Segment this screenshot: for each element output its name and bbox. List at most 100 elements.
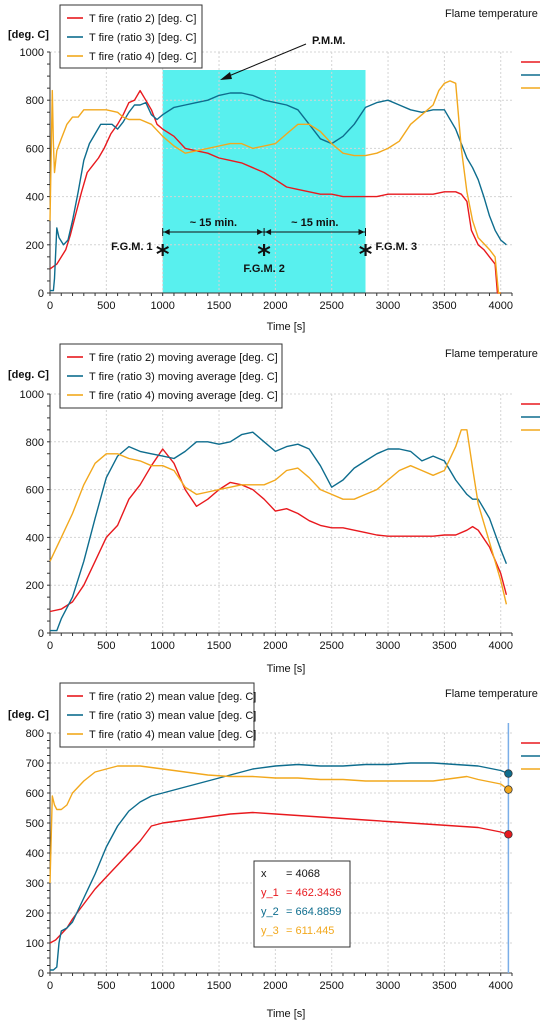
x-axis-label: Time [s] <box>267 663 306 675</box>
legend-entry-1: T fire (ratio 2) moving average [deg. C] <box>89 352 278 364</box>
y-tick-label: 400 <box>26 192 44 204</box>
pmm-label: P.M.M. <box>312 35 345 47</box>
x-tick-label: 2500 <box>319 300 343 312</box>
cursor-readout-box <box>253 860 351 948</box>
series-line-2 <box>50 92 507 292</box>
y-tick-label: 0 <box>38 628 44 640</box>
y-tick-label: 800 <box>26 95 44 107</box>
x-tick-label: 4000 <box>488 640 512 652</box>
x-tick-label: 1500 <box>207 300 231 312</box>
x-tick-label: 3000 <box>376 980 400 992</box>
interval-arrow <box>163 229 170 235</box>
legend: T fire (ratio 2) mean value [deg. C] T fi… <box>59 682 256 748</box>
y-tick-label: 200 <box>26 908 44 920</box>
x-tick-label: 3000 <box>376 640 400 652</box>
x-tick-label: 2500 <box>319 980 343 992</box>
legend-entry-2: T fire (ratio 3) moving average [deg. C] <box>89 371 278 383</box>
x-tick-label: 2000 <box>263 980 287 992</box>
annotations: P.M.M.~ 15 min. ~ 15 min.* * *F.G.M. 1F.G.M… <box>111 35 417 275</box>
chart-title: Flame temperature <box>445 348 538 360</box>
cursor-y3-value: = 611.445 <box>286 925 334 937</box>
x-tick-label: 3500 <box>432 980 456 992</box>
x-tick-label: 2000 <box>263 640 287 652</box>
pmm-arrow-line <box>223 43 307 79</box>
x-tick-label: 1000 <box>150 980 174 992</box>
legend-entry-3: T fire (ratio 4) moving average [deg. C] <box>89 390 278 402</box>
series-line-1 <box>49 811 509 944</box>
x-tick-label: 1500 <box>207 640 231 652</box>
legend-box <box>59 4 203 69</box>
x-axis-label: Time [s] <box>267 1008 306 1020</box>
cursor-x-label: x <box>261 868 267 880</box>
chart-1-flame-temperature: 0 200 400 600 800 1000 0 500 1000 1500 2000 2500 300… <box>8 4 540 333</box>
cursor-y3-label: y_3 <box>261 925 279 937</box>
y-tick-label: 600 <box>26 788 44 800</box>
y-tick-label: 100 <box>26 938 44 950</box>
y-tick-label: 1000 <box>20 47 44 59</box>
legend: T fire (ratio 2) moving average [deg. C]… <box>59 343 283 409</box>
x-tick-label: 3000 <box>376 300 400 312</box>
y-tick-label: 800 <box>26 728 44 740</box>
interval-label-1: ~ 15 min. <box>190 217 237 229</box>
fgm-star-1: * <box>156 240 170 270</box>
interval-arrow <box>358 229 365 235</box>
pmm-arrowhead <box>220 72 232 80</box>
x-tick-label: 0 <box>47 300 53 312</box>
y-axis-label: [deg. C] <box>8 29 49 41</box>
y-tick-label: 400 <box>26 532 44 544</box>
fgm2-label: F.G.M. 2 <box>243 263 285 275</box>
x-tick-label: 1000 <box>150 300 174 312</box>
cursor-x-value: = 4068 <box>286 868 320 880</box>
x-tick-label: 1500 <box>207 980 231 992</box>
x-tick-label: 500 <box>97 300 115 312</box>
y-tick-label: 0 <box>38 288 44 300</box>
x-tick-label: 3500 <box>432 640 456 652</box>
y-tick-label: 600 <box>26 485 44 497</box>
y-tick-label: 800 <box>26 437 44 449</box>
chart-2-flame-temperature-moving-average: 0 200 400 600 800 1000 0 500 1000 1500 2000 2500 300… <box>8 343 540 675</box>
cursor-point-1 <box>504 830 513 839</box>
legend: T fire (ratio 2) [deg. C] T fire (ratio 3… <box>59 4 203 69</box>
series-line-3 <box>49 765 509 884</box>
chart-3-flame-temperature-mean-value: 0 100 200 300 400 500 600 700 800 0 500 1000 1500 200… <box>8 682 540 1020</box>
y-tick-label: 200 <box>26 240 44 252</box>
legend-entry-3: T fire (ratio 4) [deg. C] <box>89 51 196 63</box>
y-tick-label: 600 <box>26 143 44 155</box>
series-line-2 <box>50 762 509 971</box>
x-tick-label: 0 <box>47 980 53 992</box>
y-tick-label: 200 <box>26 580 44 592</box>
cursor-point-2 <box>504 769 513 778</box>
series-line-1 <box>49 448 508 613</box>
x-tick-label: 2500 <box>319 640 343 652</box>
series-line-1 <box>49 89 501 294</box>
x-tick-label: 4000 <box>488 980 512 992</box>
y-axis-label: [deg. C] <box>8 369 49 381</box>
legend-entry-2: T fire (ratio 3) [deg. C] <box>89 32 196 44</box>
series-line-3 <box>49 80 501 294</box>
legend-box <box>59 343 283 409</box>
y-tick-label: 300 <box>26 878 44 890</box>
grid <box>49 393 512 634</box>
x-tick-label: 4000 <box>488 300 512 312</box>
y-tick-label: 1000 <box>20 389 44 401</box>
legend-entry-2: T fire (ratio 3) mean value [deg. C] <box>89 710 256 722</box>
y-tick-label: 400 <box>26 848 44 860</box>
y-axis-label: [deg. C] <box>8 709 49 721</box>
fgm3-label: F.G.M. 3 <box>376 241 418 253</box>
interval-label-2: ~ 15 min. <box>291 217 338 229</box>
x-tick-label: 2000 <box>263 300 287 312</box>
cursor-y2-label: y_2 <box>261 906 279 918</box>
x-tick-label: 1000 <box>150 640 174 652</box>
interval-arrow <box>257 229 264 235</box>
legend-entry-1: T fire (ratio 2) [deg. C] <box>89 13 196 25</box>
x-tick-label: 0 <box>47 640 53 652</box>
legend-entry-1: T fire (ratio 2) mean value [deg. C] <box>89 691 256 703</box>
legend-box <box>59 682 255 748</box>
chart-title: Flame temperature <box>445 688 538 700</box>
cursor-point-3 <box>504 785 513 794</box>
y-tick-label: 500 <box>26 818 44 830</box>
y-tick-label: 0 <box>38 968 44 980</box>
fgm-star-3: * <box>359 240 373 270</box>
series-line-3 <box>49 429 508 605</box>
cursor-y1-value: = 462.3436 <box>286 887 341 899</box>
